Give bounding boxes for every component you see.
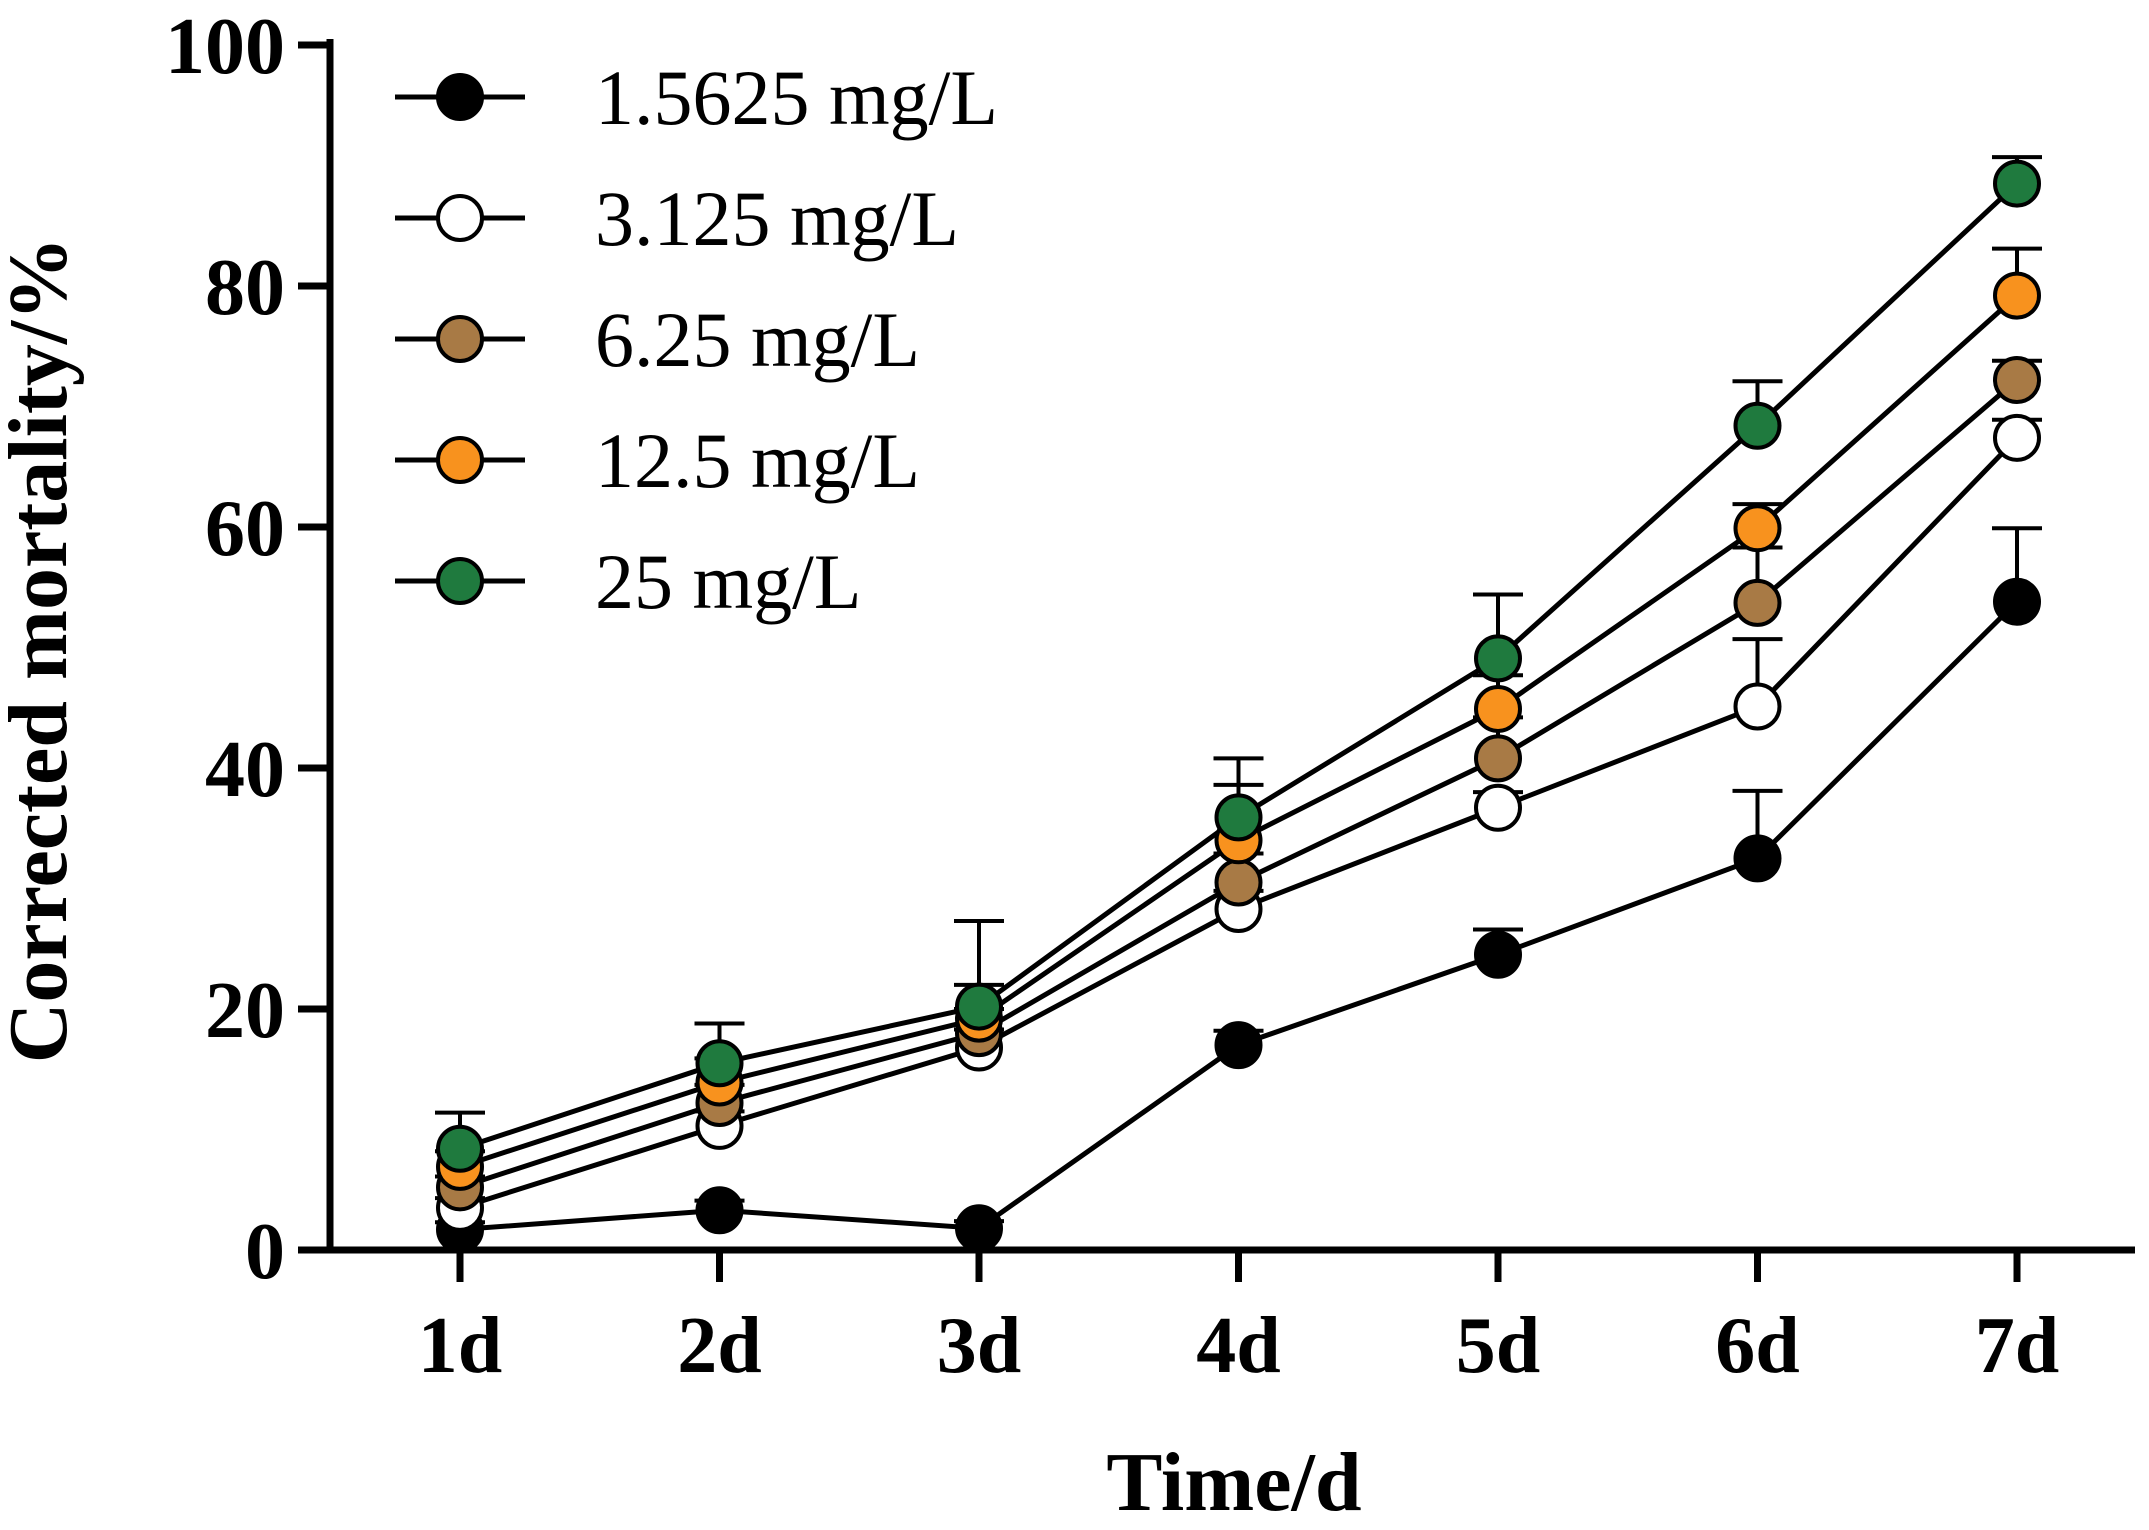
y-axis-title: Corrected mortality/% — [0, 237, 85, 1063]
y-tick-label: 60 — [205, 485, 285, 573]
data-point-6-25-mg-l — [1993, 355, 2041, 404]
x-tick-label: 3d — [937, 1302, 1022, 1390]
data-point-25-mg-l — [1733, 401, 1782, 450]
legend-marker — [436, 436, 484, 484]
data-point-25-mg-l — [1474, 634, 1522, 683]
data-point-25-mg-l — [955, 982, 1003, 1031]
x-tick-label: 6d — [1715, 1302, 1800, 1390]
data-point-3-125-mg-l — [1733, 682, 1782, 731]
legend-marker — [436, 315, 484, 363]
data-point-3-125-mg-l — [1474, 783, 1522, 832]
data-point-6-25-mg-l — [1474, 734, 1522, 783]
legend-label: 3.125 mg/L — [595, 175, 959, 262]
y-tick-label: 20 — [205, 967, 285, 1055]
legend-item: 25 mg/L — [395, 538, 862, 625]
data-point-12-5-mg-l — [1993, 271, 2041, 320]
legend-marker — [436, 194, 484, 242]
data-points — [436, 159, 2041, 1254]
x-tick-label: 4d — [1196, 1302, 1281, 1390]
legend-label: 1.5625 mg/L — [595, 54, 998, 141]
data-point-25-mg-l — [695, 1039, 744, 1088]
data-point-1-5625-mg-l — [695, 1186, 744, 1235]
legend-label: 25 mg/L — [595, 538, 862, 625]
y-tick-label: 80 — [205, 244, 285, 332]
data-point-1-5625-mg-l — [1214, 1021, 1263, 1070]
data-point-25-mg-l — [436, 1124, 484, 1173]
legend-item: 1.5625 mg/L — [395, 54, 998, 141]
data-point-12-5-mg-l — [1733, 504, 1782, 553]
data-point-6-25-mg-l — [1214, 858, 1263, 907]
x-tick-label: 7d — [1975, 1302, 2060, 1390]
axes: 0 20 40 60 80 100 1d 2d 3d 4d 5d 6d 7d — [165, 3, 2135, 1390]
legend: 1.5625 mg/L 3.125 mg/L 6.25 mg/L 12.5 mg/L 2… — [395, 54, 998, 625]
x-tick-label: 5d — [1456, 1302, 1541, 1390]
y-tick-label: 100 — [165, 3, 285, 91]
y-tick-label: 0 — [245, 1208, 285, 1296]
x-axis-title: Time/d — [1106, 1436, 1361, 1529]
legend-item: 3.125 mg/L — [395, 175, 959, 262]
legend-item: 6.25 mg/L — [395, 296, 920, 383]
x-tick-label: 2d — [677, 1302, 762, 1390]
data-point-25-mg-l — [1214, 793, 1263, 842]
data-point-25-mg-l — [1993, 159, 2041, 208]
legend-marker — [436, 557, 484, 605]
legend-label: 12.5 mg/L — [595, 417, 920, 504]
data-point-1-5625-mg-l — [1733, 834, 1782, 883]
data-point-12-5-mg-l — [1474, 684, 1522, 733]
data-point-1-5625-mg-l — [955, 1204, 1003, 1253]
data-point-1-5625-mg-l — [1474, 930, 1522, 979]
y-tick-label: 40 — [205, 726, 285, 814]
legend-label: 6.25 mg/L — [595, 296, 920, 383]
x-tick-label: 1d — [418, 1302, 503, 1390]
legend-item: 12.5 mg/L — [395, 417, 920, 504]
data-point-6-25-mg-l — [1733, 578, 1782, 627]
data-point-3-125-mg-l — [1993, 413, 2041, 462]
legend-marker — [436, 73, 484, 121]
data-point-1-5625-mg-l — [1993, 577, 2041, 626]
